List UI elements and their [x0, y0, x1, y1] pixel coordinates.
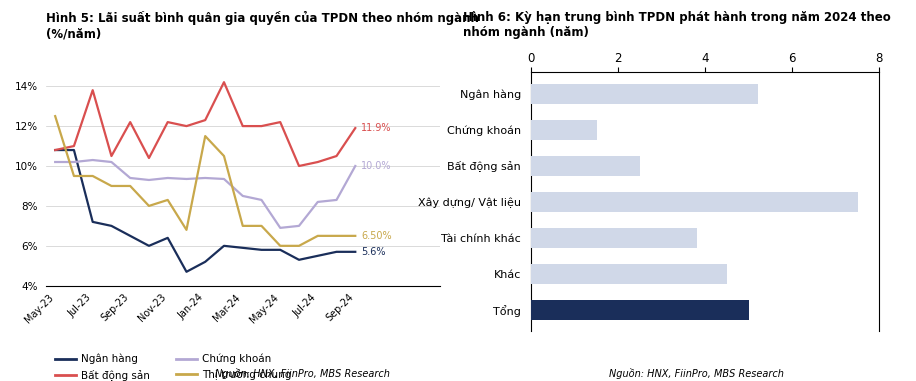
Text: Hình 5: Lãi suất bình quân gia quyền của TPDN theo nhóm ngành
(%/năm): Hình 5: Lãi suất bình quân gia quyền của… — [46, 11, 479, 40]
Bar — [531, 300, 748, 320]
Bar — [531, 264, 727, 284]
Text: Nguồn: HNX, FiinPro, MBS Research: Nguồn: HNX, FiinPro, MBS Research — [609, 368, 783, 379]
Text: 5.6%: 5.6% — [361, 247, 386, 257]
Bar — [531, 156, 640, 176]
Bar — [531, 228, 696, 248]
Bar — [531, 84, 758, 104]
Bar — [531, 120, 596, 140]
Text: 10.0%: 10.0% — [361, 161, 391, 171]
Text: Nguồn: HNX, FiinPro, MBS Research: Nguồn: HNX, FiinPro, MBS Research — [215, 368, 389, 379]
Legend: Ngân hàng, Bất động sản, Chứng khoán, Thị trường chung: Ngân hàng, Bất động sản, Chứng khoán, Th… — [51, 350, 296, 381]
Text: Hình 6: Kỳ hạn trung bình TPDN phát hành trong năm 2024 theo
nhóm ngành (năm): Hình 6: Kỳ hạn trung bình TPDN phát hành… — [463, 11, 890, 39]
Text: 11.9%: 11.9% — [361, 123, 391, 133]
Text: 6.50%: 6.50% — [361, 231, 391, 241]
Bar — [531, 192, 857, 212]
